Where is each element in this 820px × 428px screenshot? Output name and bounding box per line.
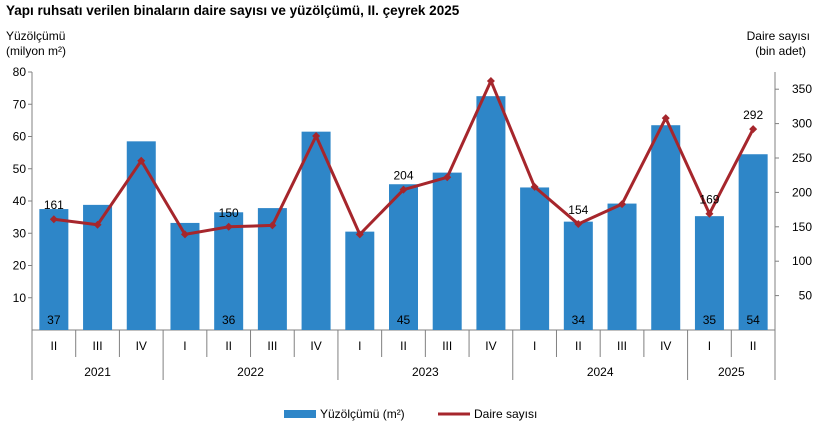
year-label: 2023 [412, 365, 439, 379]
line-marker [312, 131, 321, 140]
left-tick-label: 60 [13, 130, 27, 144]
legend-bar-label: Yüzölçümü (m²) [320, 407, 405, 421]
line-data-label: 169 [699, 193, 719, 207]
quarter-label: I [183, 339, 186, 353]
bar [520, 187, 550, 330]
line-group [49, 76, 758, 239]
left-tick-label: 80 [13, 65, 27, 79]
line-data-label: 154 [568, 203, 588, 217]
line-marker [224, 222, 233, 231]
quarter-label: I [708, 339, 711, 353]
left-tick-label: 50 [13, 162, 27, 176]
bar [476, 96, 506, 330]
year-label: 2025 [718, 365, 745, 379]
line-marker [486, 76, 495, 85]
left-tick-label: 20 [13, 259, 27, 273]
quarter-label: III [617, 339, 627, 353]
line-marker [661, 114, 670, 123]
quarter-label: II [51, 339, 58, 353]
left-axis-title-line2: (milyon m²) [6, 44, 66, 58]
bar-data-label: 45 [397, 313, 411, 327]
bar [301, 131, 331, 330]
year-label: 2022 [237, 365, 264, 379]
bar-data-label: 37 [47, 313, 61, 327]
line-data-label: 204 [393, 169, 413, 183]
line-marker [93, 220, 102, 229]
quarter-label: II [575, 339, 582, 353]
line-data-label: 161 [44, 198, 64, 212]
line-marker [574, 220, 583, 229]
bar [651, 125, 681, 331]
left-tick-label: 10 [13, 291, 27, 305]
axes-group: 10 20 30 40 50 60 70 80 50 100 150 200 250 300 350 Yüzö… [6, 29, 812, 380]
bar [563, 221, 593, 330]
right-tick-label: 300 [792, 117, 812, 131]
quarter-label: IV [485, 339, 496, 353]
quarter-label: II [750, 339, 757, 353]
right-tick-label: 350 [792, 82, 812, 96]
line-marker [137, 156, 146, 165]
bar [389, 184, 418, 330]
left-axis-title-line1: Yüzölçümü [6, 29, 65, 43]
year-label: 2021 [84, 365, 111, 379]
quarter-label: III [93, 339, 103, 353]
legend-line-label: Daire sayısı [474, 407, 537, 421]
line-marker [180, 230, 189, 239]
bar [694, 216, 724, 330]
quarter-label: IV [660, 339, 671, 353]
year-label: 2024 [587, 365, 614, 379]
line-marker [355, 230, 364, 239]
bar [170, 222, 200, 330]
line-marker [268, 221, 277, 230]
bar-data-label: 54 [746, 313, 760, 327]
right-axis-title-line2: (bin adet) [755, 44, 806, 58]
right-axis-title-line1: Daire sayısı [747, 29, 810, 43]
line-marker [749, 125, 758, 134]
right-tick-label: 150 [792, 220, 812, 234]
bar-data-label: 34 [572, 313, 586, 327]
quarter-label: I [358, 339, 361, 353]
labels-group: 37 36 45 34 35 54 161 150 204 154 169 292 [44, 108, 764, 327]
quarter-label: IV [310, 339, 321, 353]
line-marker [49, 215, 58, 224]
quarter-label: I [533, 339, 536, 353]
line-data-label: 150 [219, 206, 239, 220]
quarter-label: III [267, 339, 277, 353]
bar [432, 172, 462, 330]
left-tick-label: 30 [13, 226, 27, 240]
right-tick-label: 100 [792, 254, 812, 268]
line-marker [443, 173, 452, 182]
line-marker [399, 185, 408, 194]
bars-group [39, 96, 768, 331]
quarter-label: III [442, 339, 452, 353]
bar-data-label: 36 [222, 313, 236, 327]
line-marker [705, 209, 714, 218]
left-tick-label: 70 [13, 97, 27, 111]
right-tick-label: 200 [792, 185, 812, 199]
bar [39, 209, 69, 330]
bar [126, 141, 156, 330]
bar [214, 212, 244, 330]
legend-group: Yüzölçümü (m²) Daire sayısı [284, 407, 537, 421]
quarter-label: II [225, 339, 232, 353]
quarter-label: II [400, 339, 407, 353]
right-tick-label: 250 [792, 151, 812, 165]
line-marker [618, 200, 627, 209]
chart-title: Yapı ruhsatı verilen binaların daire say… [6, 3, 460, 18]
left-tick-label: 40 [13, 194, 27, 208]
bar [607, 203, 637, 330]
quarter-label: IV [136, 339, 147, 353]
bar [738, 154, 768, 330]
line-marker [530, 182, 539, 191]
bar-data-label: 35 [703, 313, 717, 327]
line-data-label: 292 [743, 108, 763, 122]
legend-bar-swatch [284, 410, 316, 418]
bar [345, 231, 375, 330]
right-tick-label: 50 [799, 289, 813, 303]
